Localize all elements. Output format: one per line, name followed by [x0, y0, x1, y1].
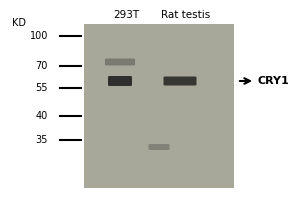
Bar — [84, 24, 234, 188]
Text: 40: 40 — [36, 111, 48, 121]
Text: Rat testis: Rat testis — [161, 10, 211, 20]
FancyBboxPatch shape — [164, 76, 196, 86]
FancyBboxPatch shape — [108, 76, 132, 86]
Text: KD: KD — [12, 18, 26, 28]
Text: 70: 70 — [36, 61, 48, 71]
Text: 293T: 293T — [113, 10, 139, 20]
Text: 55: 55 — [35, 83, 48, 93]
Text: 100: 100 — [30, 31, 48, 41]
FancyBboxPatch shape — [105, 58, 135, 66]
FancyBboxPatch shape — [148, 144, 170, 150]
Text: 35: 35 — [36, 135, 48, 145]
Text: CRY1: CRY1 — [258, 76, 290, 86]
